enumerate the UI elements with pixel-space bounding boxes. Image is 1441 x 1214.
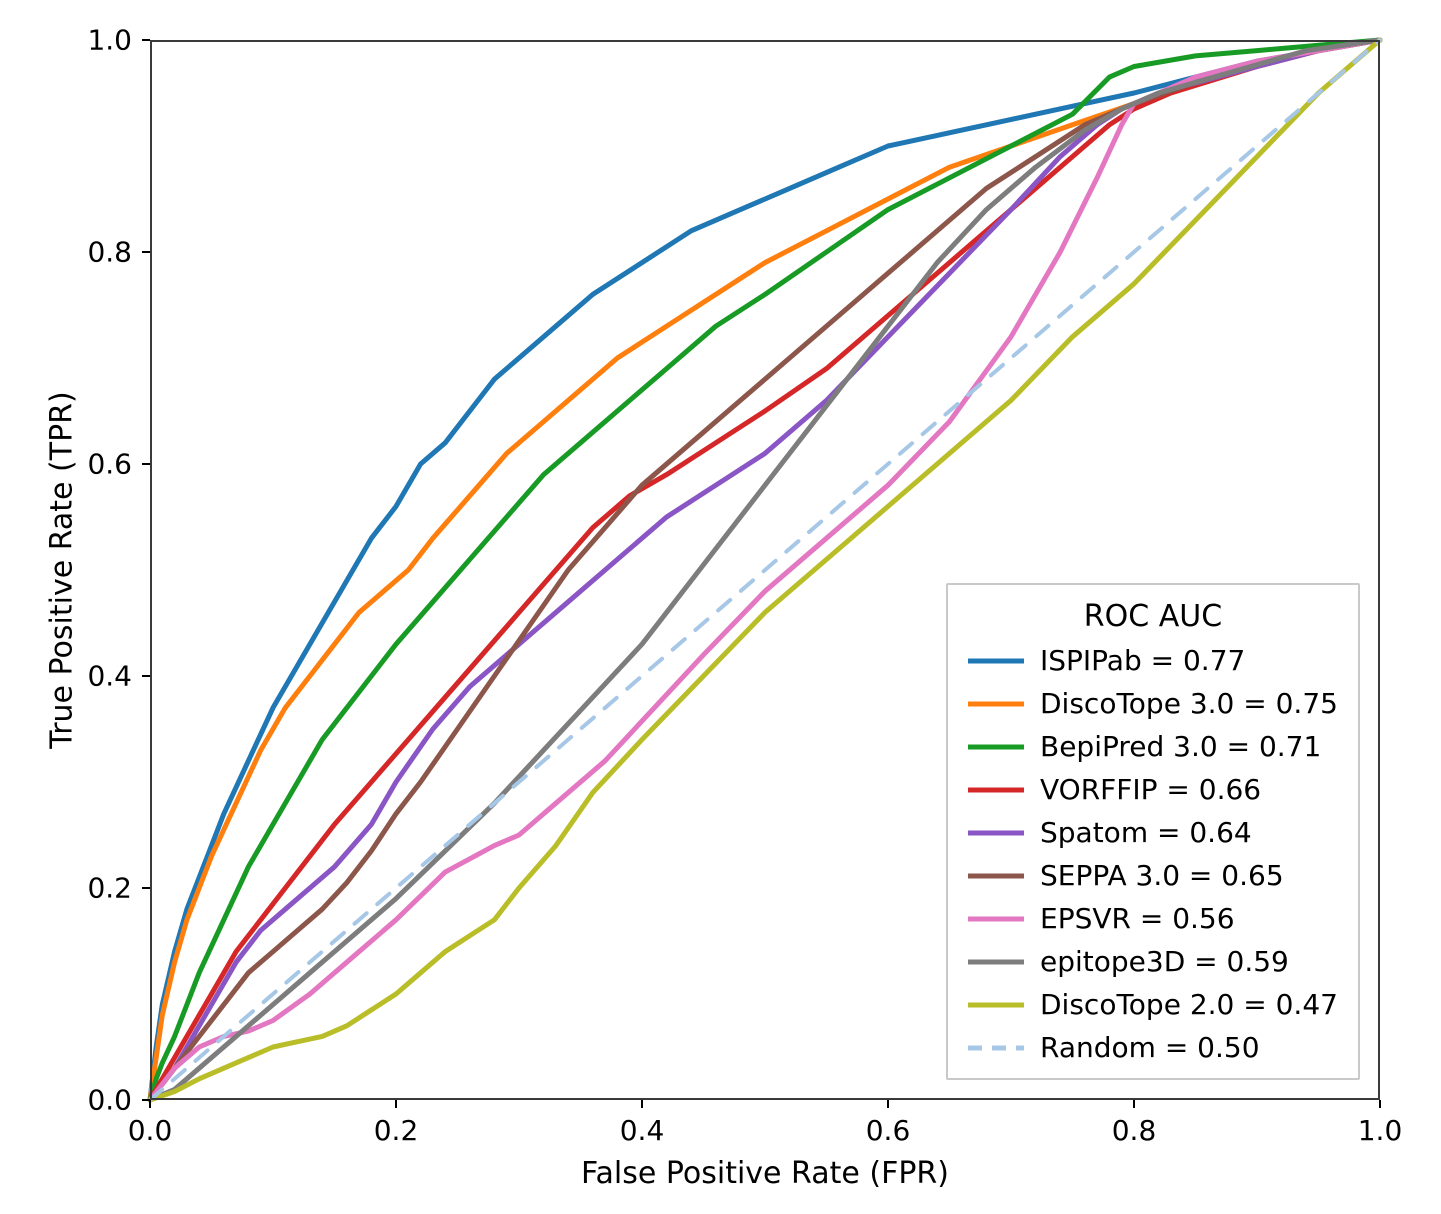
x-tick — [1133, 1100, 1135, 1108]
legend-row-epitope3d: epitope3D = 0.59 — [968, 945, 1338, 978]
legend: ROC AUC ISPIPab = 0.77 DiscoTope 3.0 = 0.… — [946, 583, 1360, 1080]
y-axis-label: True Positive Rate (TPR) — [45, 391, 80, 748]
y-tick-label: 0.6 — [87, 448, 132, 481]
legend-swatch — [968, 871, 1024, 881]
x-tick — [641, 1100, 643, 1108]
legend-title: ROC AUC — [968, 599, 1338, 634]
y-tick-label: 0.8 — [87, 236, 132, 269]
legend-label: DiscoTope 2.0 = 0.47 — [1040, 988, 1338, 1021]
legend-label: ISPIPab = 0.77 — [1040, 644, 1245, 677]
x-tick — [887, 1100, 889, 1108]
x-tick-label: 0.8 — [1112, 1114, 1157, 1147]
legend-label: BepiPred 3.0 = 0.71 — [1040, 730, 1321, 763]
y-tick-label: 0.4 — [87, 660, 132, 693]
legend-row-random: Random = 0.50 — [968, 1031, 1338, 1064]
legend-row-epsvr: EPSVR = 0.56 — [968, 902, 1338, 935]
y-tick — [142, 251, 150, 253]
spine-left — [150, 40, 152, 1100]
y-tick-label: 1.0 — [87, 24, 132, 57]
x-tick-label: 0.0 — [128, 1114, 173, 1147]
legend-row-discotope-3-0: DiscoTope 3.0 = 0.75 — [968, 687, 1338, 720]
legend-label: Random = 0.50 — [1040, 1031, 1260, 1064]
legend-label: DiscoTope 3.0 = 0.75 — [1040, 687, 1338, 720]
x-axis-label: False Positive Rate (FPR) — [581, 1156, 949, 1191]
legend-label: epitope3D = 0.59 — [1040, 945, 1289, 978]
y-tick — [142, 1099, 150, 1101]
legend-row-bepipred-3-0: BepiPred 3.0 = 0.71 — [968, 730, 1338, 763]
x-tick-label: 0.2 — [374, 1114, 419, 1147]
spine-right — [1378, 40, 1380, 1100]
y-tick — [142, 463, 150, 465]
x-tick-label: 1.0 — [1358, 1114, 1403, 1147]
legend-row-vorffip: VORFFIP = 0.66 — [968, 773, 1338, 806]
legend-swatch — [968, 1000, 1024, 1010]
legend-row-discotope-2-0: DiscoTope 2.0 = 0.47 — [968, 988, 1338, 1021]
y-tick-label: 0.0 — [87, 1084, 132, 1117]
x-tick-label: 0.4 — [620, 1114, 665, 1147]
legend-label: VORFFIP = 0.66 — [1040, 773, 1261, 806]
legend-row-spatom: Spatom = 0.64 — [968, 816, 1338, 849]
legend-row-seppa-3-0: SEPPA 3.0 = 0.65 — [968, 859, 1338, 892]
x-tick — [1379, 1100, 1381, 1108]
spine-top — [150, 40, 1380, 42]
legend-swatch — [968, 742, 1024, 752]
y-tick-label: 0.2 — [87, 872, 132, 905]
x-tick — [395, 1100, 397, 1108]
spine-bottom — [150, 1098, 1380, 1100]
y-tick — [142, 675, 150, 677]
x-tick-label: 0.6 — [866, 1114, 911, 1147]
legend-swatch — [968, 699, 1024, 709]
legend-label: EPSVR = 0.56 — [1040, 902, 1235, 935]
legend-row-ispipab: ISPIPab = 0.77 — [968, 644, 1338, 677]
legend-label: Spatom = 0.64 — [1040, 816, 1252, 849]
legend-swatch — [968, 785, 1024, 795]
legend-swatch — [968, 656, 1024, 666]
roc-figure: 0.0 0.2 0.4 0.6 0.8 1.0 0.0 0.2 0.4 0.6 0.8 1.0 Fal… — [0, 0, 1441, 1214]
legend-swatch — [968, 828, 1024, 838]
legend-swatch — [968, 914, 1024, 924]
legend-swatch — [968, 1043, 1024, 1053]
y-tick — [142, 39, 150, 41]
x-tick — [149, 1100, 151, 1108]
legend-label: SEPPA 3.0 = 0.65 — [1040, 859, 1284, 892]
legend-swatch — [968, 957, 1024, 967]
legend-entries: ISPIPab = 0.77 DiscoTope 3.0 = 0.75 BepiPr… — [968, 644, 1338, 1064]
y-tick — [142, 887, 150, 889]
